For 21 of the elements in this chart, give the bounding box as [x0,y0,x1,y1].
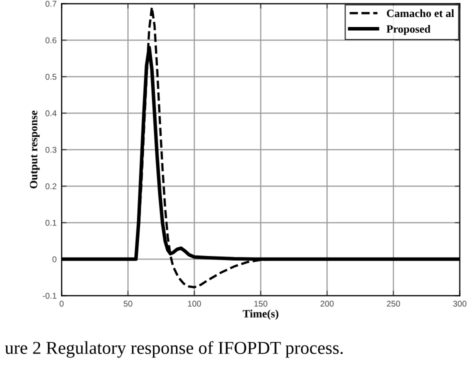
x-axis-title: Time(s) [242,310,278,320]
legend-label: Camacho et al [386,9,454,18]
y-tick-label: 0.2 [46,183,56,190]
x-tick-label: 150 [254,300,268,307]
text: ure 2 Regulatory response of IFOPDT process. [4,341,343,358]
x-tick-label: 300 [453,300,466,307]
y-tick-label: 0.4 [46,110,57,116]
y-tick-label: 0.3 [46,146,56,153]
x-tick-label: 250 [386,300,400,307]
y-tick-label: -0.1 [42,292,56,299]
y-tick-label: 0.5 [46,74,56,80]
y-tick-label: 0.6 [46,37,56,44]
legend-label: Proposed [386,24,430,36]
x-tick-label: 200 [320,300,334,307]
y-tick-label: 0 [52,256,56,262]
y-axis-title: Output response [30,110,40,188]
x-tick-label: 100 [188,300,201,307]
x-tick-label: 0 [60,300,64,307]
x-tick-label: 50 [124,300,132,307]
y-tick-label: 0.7 [46,0,56,7]
y-tick-label: 0.1 [46,220,56,226]
